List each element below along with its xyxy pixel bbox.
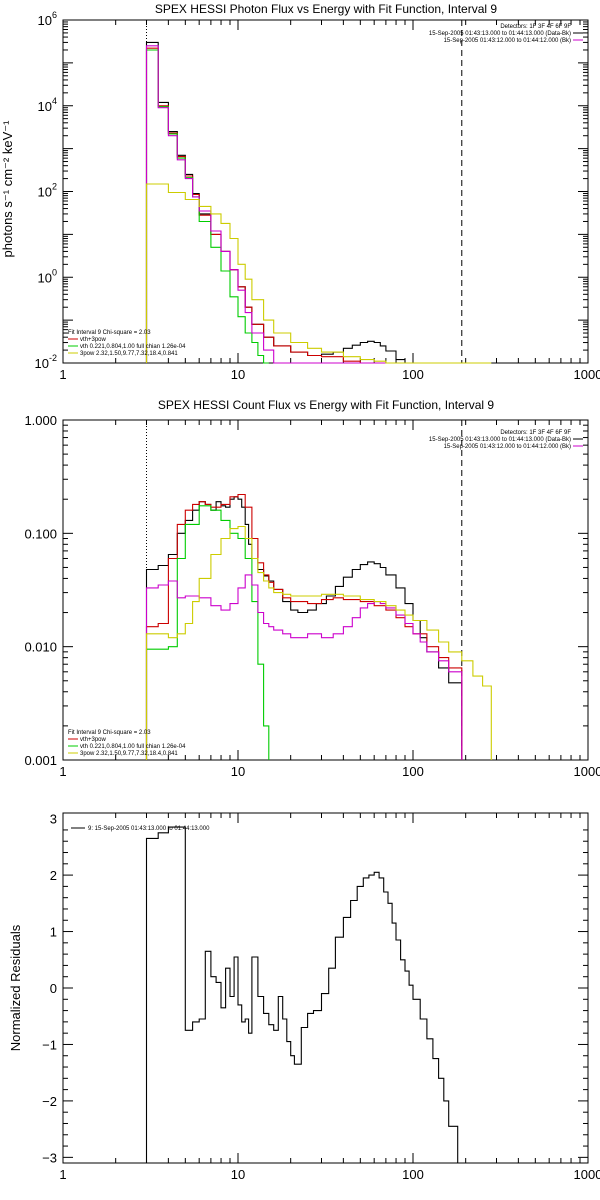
x-tick-label: 10 <box>231 1167 245 1182</box>
legend-text: 15-Sep-2005 01:43:12.000 to 01:44:12.000… <box>444 38 571 44</box>
y-tick-label: 2 <box>50 868 57 883</box>
legend-text: 15-Sep-2005 01:43:12.000 to 01:44:12.000… <box>444 444 571 450</box>
x-tick-label: 1000 <box>574 1167 600 1182</box>
residuals-legend: 9: 15-Sep-2005 01:43:13.000 to 01:44:13.… <box>88 826 210 832</box>
series-line <box>145 826 459 1163</box>
legend-text: vth+3pow <box>80 737 107 743</box>
series-line <box>145 574 463 760</box>
x-tick-label: 100 <box>402 1167 424 1182</box>
y-tick-label: 10-2 <box>35 353 57 371</box>
plot-frame <box>62 419 589 761</box>
residuals-panel: Normalized Residuals 9: 15-Sep-2005 01:4… <box>8 812 600 1182</box>
y-tick-label: 100 <box>38 267 57 285</box>
legend-text: vth 0.221,0.804,1.00 full chian 1.26e-04 <box>80 744 186 750</box>
y-tick-label: −2 <box>42 1094 57 1109</box>
y-tick-label: 3 <box>50 812 57 827</box>
residuals-y-label: Normalized Residuals <box>8 924 23 1051</box>
x-tick-label: 10 <box>231 764 245 779</box>
legend-text: vth 0.221,0.804,1.00 full chian 1.26e-04 <box>80 344 186 350</box>
x-tick-label: 1 <box>59 764 66 779</box>
x-tick-label: 1 <box>59 367 66 382</box>
legend-text: 15-Sep-2005 01:43:13.000 to 01:44:13.000… <box>429 31 571 37</box>
y-tick-label: 0.100 <box>24 526 57 541</box>
legend-text: Fit Interval 9 Chi-square = 2.03 <box>68 730 151 736</box>
x-tick-label: 10 <box>231 367 245 382</box>
x-tick-label: 100 <box>402 367 424 382</box>
legend-text: Detectors: 1F 3F 4F 6F 9F <box>500 24 571 30</box>
count-flux-title: SPEX HESSI Count Flux vs Energy with Fit… <box>158 398 494 412</box>
legend-text: Fit Interval 9 Chi-square = 2.03 <box>68 330 151 336</box>
x-tick-label: 100 <box>402 764 424 779</box>
y-tick-label: 0 <box>50 981 57 996</box>
photon-flux-y-label: photons s⁻¹ cm⁻² keV⁻¹ <box>0 120 15 258</box>
y-tick-label: 1 <box>50 925 57 940</box>
y-tick-label: −1 <box>42 1037 57 1052</box>
count-flux-panel: SPEX HESSI Count Flux vs Energy with Fit… <box>24 398 600 779</box>
legend-text: Detectors: 1F 3F 4F 6F 9F <box>500 430 571 436</box>
legend-text: vth+3pow <box>80 337 107 343</box>
y-tick-label: 104 <box>38 96 57 114</box>
series-line <box>145 525 492 760</box>
y-tick-label: 0.010 <box>24 640 57 655</box>
series-line <box>145 45 462 364</box>
series-line <box>145 505 270 760</box>
legend-text: 15-Sep-2005 01:43:13.000 to 01:44:13.000… <box>429 437 571 443</box>
x-tick-label: 1000 <box>574 764 600 779</box>
y-tick-label: 106 <box>38 10 57 28</box>
series-line <box>145 183 492 364</box>
x-tick-label: 1 <box>59 1167 66 1182</box>
y-tick-label: 102 <box>38 182 57 200</box>
legend-text: 3pow 2.32,1.50,9.77,7.32,18.4,0.841 <box>80 351 178 357</box>
y-tick-label: 0.001 <box>24 753 57 768</box>
y-tick-label: −3 <box>42 1150 57 1165</box>
photon-flux-panel: SPEX HESSI Photon Flux vs Energy with Fi… <box>0 2 600 382</box>
legend-text: 3pow 2.32,1.50,9.77,7.32,18.4,0.841 <box>80 751 178 757</box>
series-line <box>145 493 463 760</box>
photon-flux-title: SPEX HESSI Photon Flux vs Energy with Fi… <box>155 2 497 16</box>
x-tick-label: 1000 <box>574 367 600 382</box>
y-tick-label: 1.000 <box>24 413 57 428</box>
